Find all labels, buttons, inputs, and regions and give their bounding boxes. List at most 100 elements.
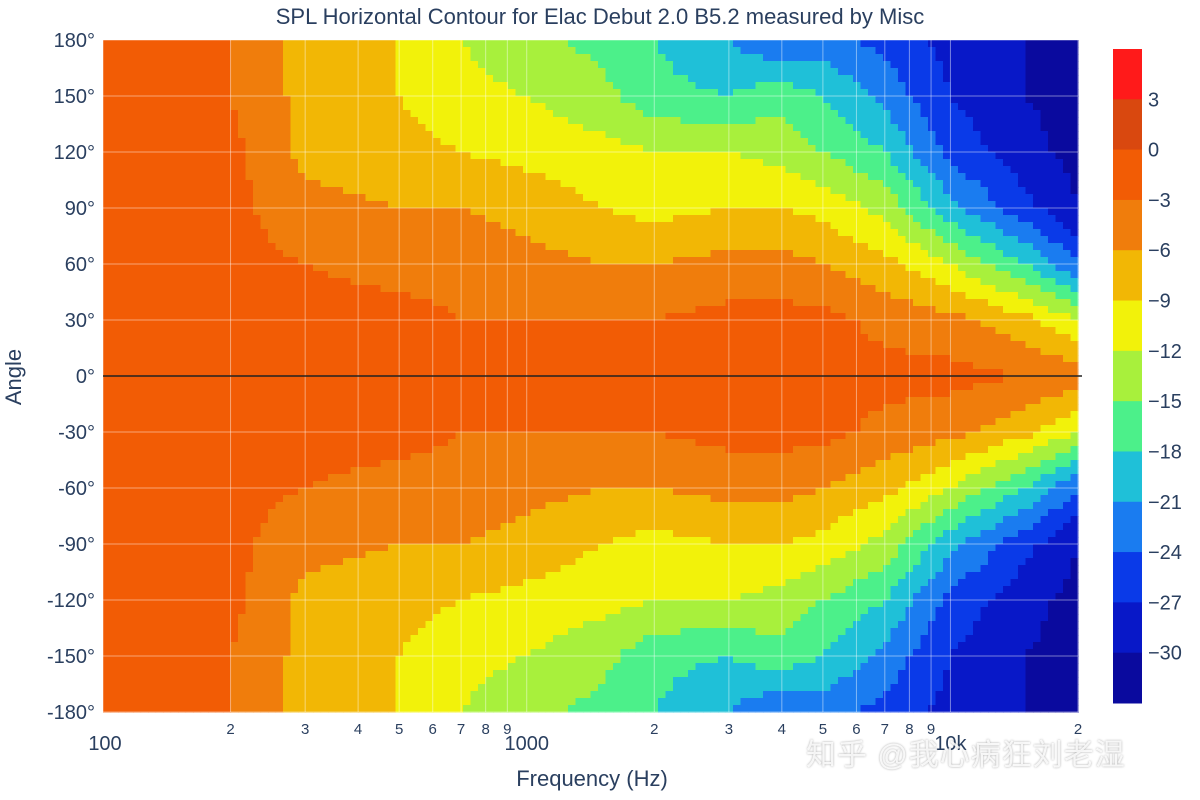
contour-cell — [358, 467, 367, 475]
contour-cell — [208, 684, 217, 692]
contour-cell — [463, 495, 472, 503]
contour-cell — [193, 124, 202, 132]
contour-cell — [395, 425, 404, 433]
contour-cell — [238, 677, 247, 685]
contour-cell — [418, 642, 427, 650]
contour-cell — [343, 264, 352, 272]
contour-cell — [148, 572, 157, 580]
contour-cell — [155, 243, 164, 251]
contour-cell — [403, 236, 412, 244]
contour-cell — [155, 68, 164, 76]
contour-cell — [388, 698, 397, 706]
contour-cell — [418, 614, 427, 622]
contour-cell — [380, 509, 389, 517]
contour-cell — [230, 488, 239, 496]
contour-cell — [410, 96, 419, 104]
contour-cell — [260, 404, 269, 412]
contour-cell — [118, 691, 127, 699]
contour-cell — [245, 222, 254, 230]
contour-cell — [110, 348, 119, 356]
contour-cell — [463, 684, 472, 692]
contour-cell — [403, 656, 412, 664]
contour-cell — [298, 355, 307, 363]
contour-cell — [358, 306, 367, 314]
contour-cell — [155, 257, 164, 265]
contour-cell — [343, 705, 352, 713]
contour-cell — [358, 565, 367, 573]
contour-cell — [245, 439, 254, 447]
contour-cell — [418, 691, 427, 699]
contour-cell — [388, 691, 397, 699]
contour-cell — [155, 565, 164, 573]
contour-cell — [373, 691, 382, 699]
contour-cell — [275, 369, 284, 377]
contour-cell — [358, 509, 367, 517]
contour-cell — [343, 89, 352, 97]
contour-cell — [485, 110, 494, 118]
contour-cell — [305, 621, 314, 629]
contour-cell — [163, 677, 172, 685]
contour-cell — [343, 229, 352, 237]
contour-cell — [155, 180, 164, 188]
contour-cell — [223, 341, 232, 349]
contour-cell — [320, 586, 329, 594]
contour-cell — [140, 285, 149, 293]
contour-cell — [238, 649, 247, 657]
contour-cell — [163, 250, 172, 258]
contour-cell — [425, 250, 434, 258]
contour-cell — [193, 271, 202, 279]
contour-cell — [245, 103, 254, 111]
contour-cell — [425, 572, 434, 580]
contour-cell — [350, 243, 359, 251]
contour-cell — [320, 166, 329, 174]
contour-cell — [425, 138, 434, 146]
contour-cell — [155, 131, 164, 139]
contour-cell — [268, 418, 277, 426]
contour-cell — [200, 537, 209, 545]
contour-cell — [185, 663, 194, 671]
contour-cell — [268, 236, 277, 244]
contour-cell — [245, 47, 254, 55]
contour-cell — [455, 593, 464, 601]
contour-cell — [283, 138, 292, 146]
contour-cell — [245, 138, 254, 146]
contour-cell — [140, 152, 149, 160]
contour-cell — [283, 663, 292, 671]
contour-cell — [133, 530, 142, 538]
contour-cell — [493, 61, 502, 69]
contour-cell — [283, 180, 292, 188]
contour-cell — [163, 649, 172, 657]
contour-cell — [298, 670, 307, 678]
contour-cell — [328, 40, 337, 48]
contour-cell — [448, 271, 457, 279]
contour-cell — [260, 180, 269, 188]
contour-cell — [238, 467, 247, 475]
contour-cell — [268, 586, 277, 594]
contour-cell — [125, 635, 134, 643]
contour-cell — [343, 642, 352, 650]
contour-cell — [470, 166, 479, 174]
contour-cell — [433, 180, 442, 188]
contour-cell — [388, 89, 397, 97]
contour-cell — [448, 369, 457, 377]
contour-cell — [335, 383, 344, 391]
contour-cell — [185, 495, 194, 503]
contour-cell — [403, 572, 412, 580]
contour-cell — [478, 474, 487, 482]
contour-cell — [163, 180, 172, 188]
contour-cell — [425, 194, 434, 202]
contour-cell — [298, 215, 307, 223]
contour-cell — [440, 628, 449, 636]
contour-cell — [253, 278, 262, 286]
contour-cell — [125, 628, 134, 636]
contour-cell — [418, 621, 427, 629]
contour-cell — [380, 425, 389, 433]
contour-cell — [200, 600, 209, 608]
contour-cell — [448, 257, 457, 265]
contour-cell — [163, 691, 172, 699]
contour-cell — [275, 439, 284, 447]
contour-cell — [478, 677, 487, 685]
contour-cell — [410, 271, 419, 279]
contour-cell — [478, 691, 487, 699]
contour-cell — [305, 117, 314, 125]
